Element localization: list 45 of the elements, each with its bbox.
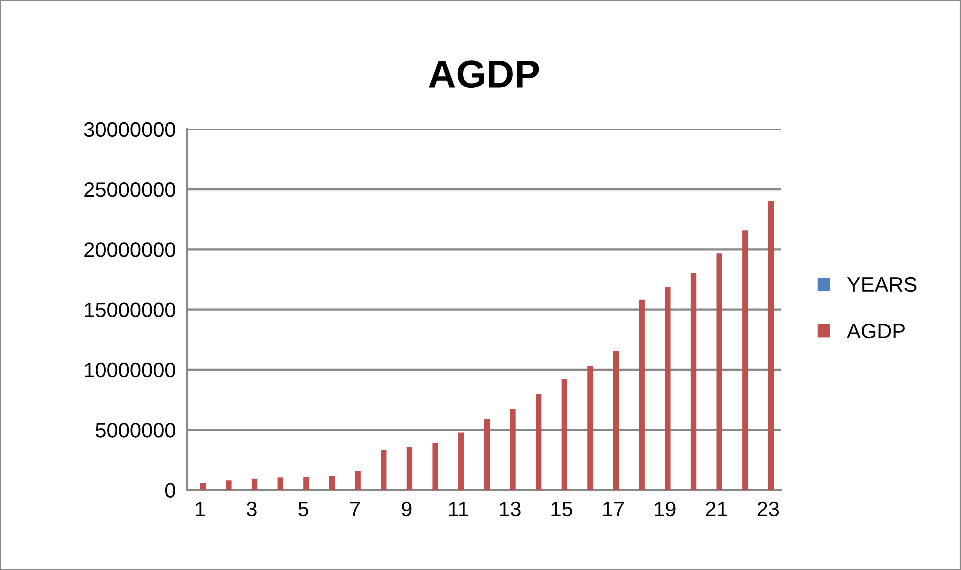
bar — [484, 419, 490, 490]
y-tick-label: 10000000 — [85, 362, 176, 378]
y-tick-label: 25000000 — [84, 182, 176, 198]
x-tick-label: 15 — [552, 502, 573, 517]
y-tick-label: 30000000 — [84, 122, 176, 138]
bar — [536, 394, 542, 490]
x-tick-label: 23 — [758, 502, 780, 517]
bar — [432, 444, 438, 490]
bar — [690, 272, 697, 490]
x-tick-label: 21 — [706, 502, 728, 516]
legend-label: AGDP — [847, 324, 905, 339]
bar — [304, 477, 310, 490]
x-tick-label: 9 — [402, 502, 412, 517]
x-tick-label: 13 — [500, 502, 521, 517]
bar — [665, 287, 671, 490]
bar — [252, 478, 258, 490]
x-tick-label: 11 — [449, 502, 468, 516]
bar — [381, 450, 387, 490]
bar — [329, 476, 336, 490]
bar — [639, 300, 645, 490]
x-tick-label: 7 — [350, 502, 360, 516]
x-tick-label: 5 — [298, 502, 309, 517]
y-tick-label: 20000000 — [84, 242, 176, 258]
bar — [406, 447, 413, 490]
bar — [510, 409, 516, 490]
bar — [742, 230, 748, 490]
bar — [226, 480, 232, 490]
y-tick-label: 0 — [166, 483, 176, 498]
bar — [200, 483, 206, 490]
chart-title: AGDP — [429, 60, 540, 88]
bar — [768, 202, 774, 490]
bar — [716, 254, 722, 490]
legend-label: YEARS — [847, 277, 917, 292]
bar — [588, 366, 594, 490]
y-tick-label: 15000000 — [85, 302, 176, 318]
bar — [562, 379, 568, 490]
bar — [278, 478, 284, 490]
x-tick-label: 3 — [246, 502, 257, 517]
x-tick-label: 17 — [603, 502, 624, 516]
bar — [458, 432, 464, 490]
bar — [613, 352, 620, 490]
bar — [355, 470, 361, 490]
x-tick-label: 19 — [655, 502, 676, 517]
x-tick-label: 1 — [196, 502, 206, 516]
y-tick-label: 5000000 — [96, 423, 176, 438]
